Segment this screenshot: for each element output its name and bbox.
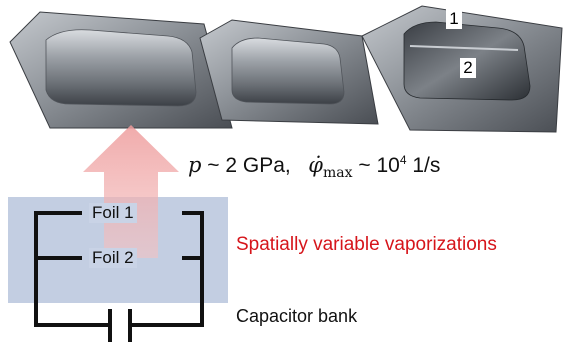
strain-rate-symbol: φ̇ bbox=[308, 153, 323, 177]
loading-formula: p ~ 2 GPa, φ̇max ~ 104 1/s bbox=[188, 153, 440, 181]
strain-rate-unit: 1/s bbox=[406, 154, 441, 177]
circuit-outer-wire bbox=[34, 211, 110, 327]
specimen-2 bbox=[199, 19, 379, 125]
marker-1: 1 bbox=[446, 9, 462, 29]
strain-rate-prefix: ~ 10 bbox=[352, 154, 400, 177]
specimen-1 bbox=[9, 11, 233, 129]
pressure-value: ~ 2 GPa, bbox=[201, 154, 291, 177]
specimen-2-dome bbox=[231, 37, 345, 105]
specimen-3-ridge bbox=[409, 45, 519, 51]
marker-2: 2 bbox=[460, 58, 476, 78]
foil-1-label: Foil 1 bbox=[89, 203, 137, 223]
upward-arrow bbox=[83, 125, 179, 258]
circuit-right-wire bbox=[130, 211, 204, 327]
capacitor-bank-label: Capacitor bank bbox=[236, 306, 358, 326]
foil-2-label: Foil 2 bbox=[89, 248, 137, 268]
circuit bbox=[34, 211, 204, 342]
vaporization-annotation: Spatially variable vaporizations bbox=[236, 234, 497, 255]
strain-rate-subscript: max bbox=[323, 165, 353, 181]
pressure-symbol: p bbox=[188, 153, 202, 177]
strain-rate-exponent: 4 bbox=[399, 153, 407, 167]
specimen-1-dome bbox=[45, 29, 197, 107]
